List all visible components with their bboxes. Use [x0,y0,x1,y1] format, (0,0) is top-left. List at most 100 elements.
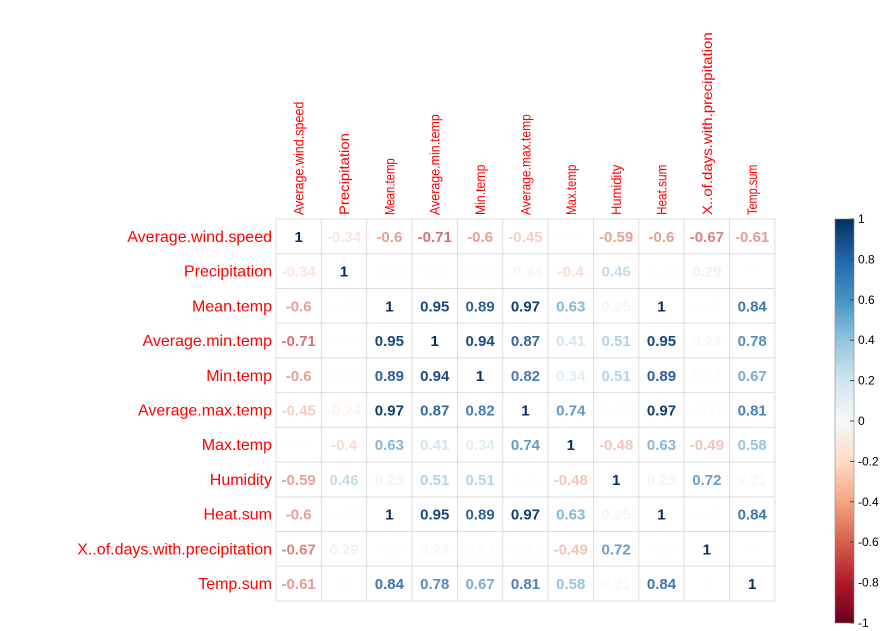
cell-value: -0.17 [690,403,724,420]
cell-value: 0.05 [602,403,631,420]
cell-value: 0.02 [329,333,358,350]
column-label: Average.max.temp [517,114,533,215]
cell-value: -0.6 [286,507,312,524]
cell-value: -0.09 [327,368,361,385]
cell-value: 0.05 [511,472,540,489]
cell-value: -0.67 [282,541,316,558]
cell-value: 1 [431,333,439,350]
cell-value: 1 [521,403,529,420]
cell-value: -0.17 [508,541,542,558]
cell-value: 0.25 [375,472,404,489]
cell-value: 0.84 [647,576,677,593]
column-label: Humidity [608,165,624,215]
row-label: Humidity [210,472,272,489]
cell-value: 0.97 [511,298,540,315]
cell-value: 0.25 [602,507,631,524]
cell-value: -0.59 [599,229,633,246]
row-label: Average.max.temp [138,403,272,420]
cell-value: 0.46 [602,264,631,281]
colorbar-tick-label: -0.2 [858,454,879,468]
cell-value: 1 [748,576,756,593]
cell-value: 0.21 [602,576,631,593]
cell-value: -0.61 [735,229,769,246]
cell-value: 0.05 [284,437,313,454]
cell-value: 1 [385,507,393,524]
row-label: Average.wind.speed [127,229,272,246]
cell-value: 0.63 [375,437,404,454]
cell-value: 0.97 [511,507,540,524]
cell-value: 0.94 [465,333,495,350]
cell-value: -0.45 [508,229,542,246]
grid-background [275,218,776,602]
cell-value: 0.94 [420,368,450,385]
column-label: Average.min.temp [427,114,443,215]
cell-value: 0.95 [375,333,404,350]
row-label: X..of.days.with.precipitation [77,541,272,558]
cell-value: 1 [657,507,665,524]
column-label: Max.temp [563,164,579,215]
cell-value: 0.87 [420,403,449,420]
cell-value: 1 [385,298,393,315]
cell-value: 0.17 [692,368,721,385]
cell-value: 1 [703,541,711,558]
cell-value: 0.89 [647,368,676,385]
cell-value: -0.71 [282,333,316,350]
cell-value: -0.6 [286,298,312,315]
cell-value: -0.49 [554,541,588,558]
cell-value: 0.29 [692,264,721,281]
cell-value: 0.51 [465,472,494,489]
cell-value: 0.78 [738,333,767,350]
colorbar-tick-label: -0.4 [858,495,879,509]
cell-value: 0.58 [738,437,767,454]
colorbar-tick-label: -0.6 [858,535,879,549]
cell-value: 0.97 [375,403,404,420]
cell-value: -0.12 [327,507,361,524]
cell-value: 0.84 [375,576,405,593]
cell-value: 0.67 [465,576,494,593]
colorbar-tick-label: 0.4 [858,333,875,347]
cell-value: 0.74 [511,437,541,454]
column-label: Min.temp [472,164,488,215]
cell-value: 0.97 [647,403,676,420]
cell-value: -0.4 [331,437,358,454]
cell-value: 0.02 [420,264,449,281]
cell-value: -0.09 [463,264,497,281]
cell-value: -0.24 [508,264,543,281]
cell-value: 0.51 [602,333,631,350]
cell-value: 0.03 [375,541,404,558]
cell-value: 0.29 [329,541,358,558]
column-label: Temp.sum [744,165,760,215]
cell-value: -0.24 [327,403,362,420]
cell-value: -0.61 [282,576,316,593]
column-label: Mean.temp [381,158,397,215]
cell-value: -0.12 [327,298,361,315]
cell-value: 0.72 [602,541,631,558]
colorbar-tick-label: -1 [858,616,869,630]
correlation-grid: 1 -0.34 -0.6 -0.71 -0.6 -0.45 0.05 -0.59 -0.6 -0.… [275,218,776,602]
cell-value: 0.63 [556,507,585,524]
cell-value: -0.67 [690,229,724,246]
cell-value: 0.03 [647,541,676,558]
cell-value: 0.87 [511,333,540,350]
cell-value: 0.81 [738,403,767,420]
row-labels: Average.wind.speed Precipitation Mean.temp… [77,229,272,593]
row-label: Max.temp [202,437,272,454]
cell-value: -0.6 [467,229,493,246]
column-label: Precipitation [336,133,352,215]
row-label: Precipitation [184,264,272,281]
cell-value: -0.12 [644,264,678,281]
row-label: Temp.sum [198,576,272,593]
cell-value: -0.34 [282,264,317,281]
colorbar-tick-label: 0.8 [858,252,875,266]
cell-value: 0.21 [738,472,767,489]
cell-value: 1 [295,229,303,246]
row-label: Average.min.temp [142,333,272,350]
cell-value: 0.03 [692,298,721,315]
cell-value: 0.46 [329,472,358,489]
cell-value: 0.41 [556,333,585,350]
cell-value: 0 [340,576,348,593]
cell-value: 0.82 [511,368,540,385]
colorbar-tick-label: -0.8 [858,576,879,590]
cell-value: 0.81 [511,576,540,593]
cell-value: 0.41 [420,437,449,454]
